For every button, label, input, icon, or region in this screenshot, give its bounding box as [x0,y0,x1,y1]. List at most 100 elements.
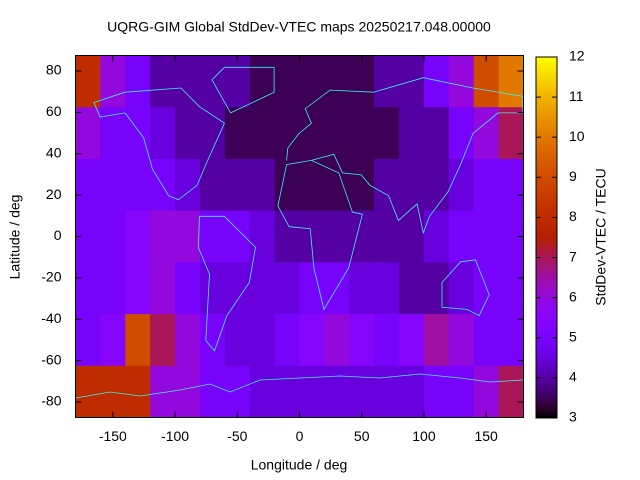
heatmap-cell [399,107,425,160]
heatmap-cell [324,158,350,212]
heatmap-cells [75,55,524,418]
colorbar-tick-label: 10 [569,128,585,144]
heatmap-cell [224,314,251,367]
x-tick-label: 0 [296,428,304,444]
heatmap-cell [299,107,325,160]
heatmap-cell [274,262,300,315]
x-tick-label: -150 [99,428,127,444]
coastline [441,259,490,317]
coastline [286,77,524,235]
heatmap-cell [224,158,251,212]
heatmap-cell [473,314,500,367]
heatmap-cell [175,210,201,263]
heatmap-cell [224,107,251,160]
heatmap-cell [150,158,176,212]
heatmap-cell [249,158,276,212]
heatmap-cell [349,262,375,315]
heatmap-cell [448,262,475,315]
heatmap-cell [349,210,375,263]
heatmap-cell [75,158,101,212]
heatmap-cell [324,107,350,160]
heatmap-cell [324,55,350,108]
heatmap-cell [125,314,151,367]
heatmap-cell [448,210,475,263]
coastline [75,373,524,399]
heatmap-cell [299,314,325,367]
heatmap-cell [473,55,500,108]
heatmap-cell [374,210,400,263]
colorbar-tick-label: 9 [569,168,577,184]
heatmap-cell [448,55,475,108]
heatmap-cell [75,55,101,108]
heatmap-cell [349,107,375,160]
heatmap-cell [299,262,325,315]
heatmap-cell [274,210,300,263]
heatmap-cell [125,158,151,212]
heatmap-cell [324,365,350,418]
heatmap-cell [224,210,251,263]
colorbar-tick-label: 11 [569,88,584,104]
colorbar [535,56,558,419]
heatmap-cell [498,262,524,315]
heatmap-cell [274,314,300,367]
heatmap-cell [224,55,251,108]
heatmap-cell [498,55,524,108]
heatmap-cell [75,107,101,160]
heatmap-cell [349,158,375,212]
heatmap-cell [374,107,400,160]
coastline [211,66,275,114]
y-tick-label: 60 [46,103,62,119]
y-tick-label: 0 [54,227,62,243]
y-tick-label: 40 [46,144,62,160]
heatmap-cell [150,262,176,315]
heatmap-cell [224,365,251,418]
y-tick-label: -80 [41,393,61,409]
heatmap-cell [175,314,201,367]
heatmap-cell [75,365,101,418]
heatmap-cell [324,262,350,315]
y-tick-label: 20 [46,186,62,202]
heatmap-cell [199,158,226,212]
heatmap-cell [498,365,524,418]
heatmap-cell [423,314,450,367]
heatmap-cell [498,158,524,212]
coastline [277,159,363,311]
heatmap-cell [100,158,126,212]
heatmap-cell [399,262,425,315]
y-axis-label: Latitude / deg [7,195,23,280]
x-axis-label: Longitude / deg [251,457,348,473]
heatmap-cell [125,365,151,418]
heatmap-cell [249,314,276,367]
heatmap-cell [75,314,101,367]
heatmap-cell [75,262,101,315]
heatmap-cell [125,107,151,160]
chart-title: UQRG-GIM Global StdDev-VTEC maps 2025021… [107,19,491,35]
heatmap-cell [374,314,400,367]
heatmap-cell [324,210,350,263]
heatmap-cell [473,158,500,212]
coastline [197,215,256,352]
y-tick-label: -20 [41,269,61,285]
heatmap-cell [473,210,500,263]
heatmap-cell [125,210,151,263]
heatmap-cell [423,107,450,160]
heatmap-cell [423,158,450,212]
heatmap-cell [399,210,425,263]
heatmap-cell [274,55,300,108]
heatmap-cell [100,55,126,108]
heatmap-cell [399,55,425,108]
heatmap-cell [199,314,226,367]
heatmap-cell [249,107,276,160]
heatmap-cell [324,314,350,367]
heatmap-cell [175,55,201,108]
colorbar-tick-label: 6 [569,288,577,304]
heatmap-cell [399,314,425,367]
heatmap-cell [150,55,176,108]
colorbar-tick-label: 3 [569,409,577,425]
heatmap-cell [175,365,201,418]
heatmap-cell [150,365,176,418]
heatmap-cell [274,365,300,418]
colorbar-tick-label: 5 [569,328,577,344]
heatmap-cell [150,210,176,263]
